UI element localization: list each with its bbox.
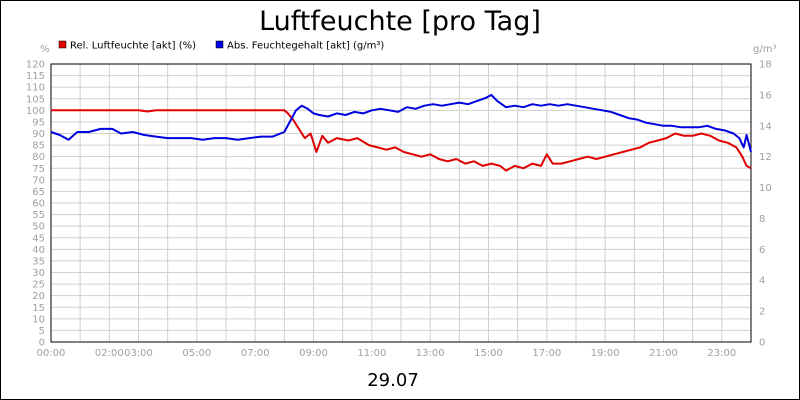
right-tick-label: 10	[759, 183, 772, 194]
right-tick-label: 16	[759, 90, 772, 101]
left-tick-label: 20	[32, 291, 45, 302]
left-tick-label: 85	[32, 141, 45, 152]
date-label: 29.07	[367, 370, 419, 391]
left-tick-label: 80	[32, 152, 45, 163]
x-tick-label: 03:00	[124, 348, 153, 359]
left-tick-label: 35	[32, 256, 45, 267]
left-tick-label: 15	[32, 303, 45, 314]
left-tick-label: 25	[32, 280, 45, 291]
right-tick-label: 12	[759, 152, 772, 163]
left-tick-label: 0	[39, 338, 45, 349]
x-tick-label: 17:00	[532, 348, 561, 359]
left-tick-label: 110	[26, 83, 45, 94]
left-tick-label: 100	[26, 106, 45, 117]
left-tick-label: 10	[32, 314, 45, 325]
x-tick-label: 05:00	[182, 348, 211, 359]
right-tick-label: 6	[759, 245, 765, 256]
left-tick-label: 105	[26, 94, 45, 105]
left-tick-label: 120	[26, 60, 45, 71]
legend-label-abs-humidity: Abs. Feuchtegehalt [akt] (g/m³)	[227, 41, 384, 52]
left-tick-label: 70	[32, 175, 45, 186]
chart-title: Luftfeuchte [pro Tag]	[259, 6, 541, 37]
right-tick-label: 18	[759, 60, 772, 71]
left-tick-label: 60	[32, 199, 45, 210]
series-line-rel-humidity	[51, 109, 752, 172]
left-tick-label: 45	[32, 233, 45, 244]
left-tick-label: 5	[39, 326, 45, 337]
series-line-abs-humidity	[50, 93, 752, 153]
left-tick-label: 40	[32, 245, 45, 256]
left-tick-label: 30	[32, 268, 45, 279]
x-tick-label: 23:00	[707, 348, 736, 359]
x-tick-label: 07:00	[241, 348, 270, 359]
legend: Rel. Luftfeuchte [akt] (%) Abs. Feuchteg…	[58, 40, 384, 52]
left-tick-label: 50	[32, 222, 45, 233]
right-tick-label: 8	[759, 214, 765, 225]
x-tick-label: 15:00	[474, 348, 503, 359]
x-tick-label: 09:00	[299, 348, 328, 359]
x-tick-label: 02:00	[95, 348, 124, 359]
left-tick-label: 90	[32, 129, 45, 140]
right-axis-unit: g/m³	[753, 44, 776, 55]
x-tick-label: 21:00	[649, 348, 678, 359]
right-tick-label: 2	[759, 307, 765, 318]
left-tick-label: 95	[32, 117, 45, 128]
x-tick-label: 13:00	[416, 348, 445, 359]
left-tick-label: 65	[32, 187, 45, 198]
legend-swatch-rel-humidity	[58, 40, 67, 49]
left-tick-label: 55	[32, 210, 45, 221]
right-tick-label: 0	[759, 338, 765, 349]
grid	[50, 63, 752, 343]
x-axis-ticks: 00:00 02:00 03:00 05:00 07:00 09:00 11:00 13:00…	[37, 348, 737, 359]
x-tick-label: 00:00	[37, 348, 66, 359]
x-tick-label: 19:00	[591, 348, 620, 359]
right-tick-label: 14	[759, 121, 772, 132]
legend-swatch-abs-humidity	[215, 40, 224, 49]
right-tick-label: 4	[759, 276, 765, 287]
legend-label-rel-humidity: Rel. Luftfeuchte [akt] (%)	[70, 41, 196, 52]
left-axis-unit: %	[40, 44, 50, 55]
left-tick-label: 75	[32, 164, 45, 175]
right-axis-ticks: 0 2 4 6 8 10 12 14 16 18	[759, 60, 772, 349]
plot-area	[50, 63, 752, 343]
series	[50, 93, 752, 172]
left-tick-label: 115	[26, 71, 45, 82]
left-axis-ticks: 0510152025303540455055606570758085909510…	[26, 60, 45, 349]
x-tick-label: 11:00	[357, 348, 386, 359]
